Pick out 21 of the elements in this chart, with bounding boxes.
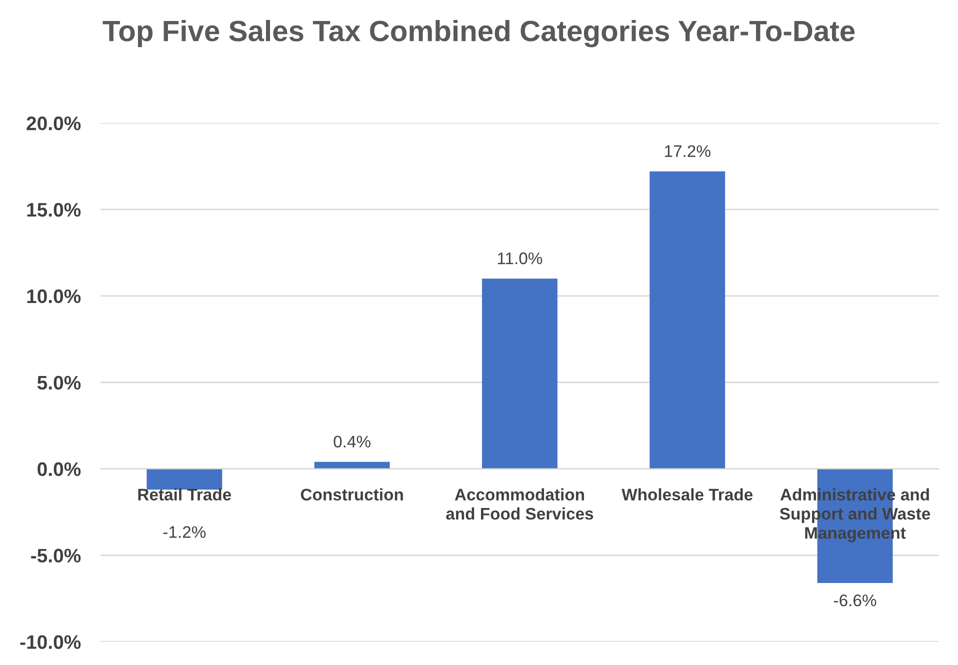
y-tick-label: 5.0% bbox=[37, 376, 81, 390]
data-label: -6.6% bbox=[834, 594, 876, 606]
chart-title: Top Five Sales Tax Combined Categories Year-To-Date bbox=[102, 20, 855, 48]
data-label: -1.2% bbox=[163, 526, 206, 538]
bar bbox=[482, 278, 558, 469]
x-tick-label: Wholesale Trade bbox=[622, 488, 753, 501]
data-label: 0.4% bbox=[334, 436, 370, 448]
x-tick-label: Retail Trade bbox=[138, 488, 232, 501]
bar bbox=[650, 171, 726, 469]
y-tick-label: 10.0% bbox=[27, 289, 81, 304]
bar bbox=[314, 462, 390, 469]
x-tick-label: Construction bbox=[300, 488, 403, 501]
y-tick-label: -5.0% bbox=[31, 548, 81, 563]
y-tick-label: -10.0% bbox=[20, 635, 81, 649]
bar bbox=[146, 468, 222, 490]
y-tick-label: 15.0% bbox=[27, 202, 81, 217]
y-tick-label: 20.0% bbox=[26, 116, 81, 130]
data-label: 11.0% bbox=[498, 252, 542, 264]
data-label: 17.2% bbox=[665, 145, 710, 157]
x-tick-label: Accommodation and Food Services bbox=[446, 488, 594, 520]
y-tick-label: 0.0% bbox=[38, 462, 81, 476]
